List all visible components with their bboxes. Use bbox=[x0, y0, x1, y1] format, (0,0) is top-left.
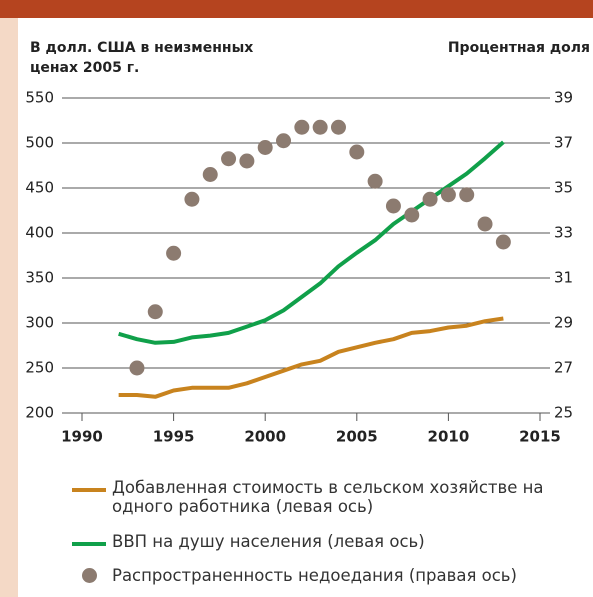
data-point bbox=[349, 144, 365, 160]
data-point bbox=[312, 119, 328, 135]
legend-label: ВВП на душу населения (левая ось) bbox=[112, 532, 425, 551]
x-tick-label: 2010 bbox=[428, 428, 470, 446]
legend-item: Добавленная стоимость в сельском хозяйст… bbox=[72, 478, 572, 516]
y2-tick-label: 27 bbox=[554, 359, 573, 377]
data-point bbox=[477, 216, 493, 232]
x-tick-label: 2005 bbox=[336, 428, 378, 446]
data-point bbox=[385, 198, 401, 214]
y-tick-label: 500 bbox=[25, 134, 54, 152]
y2-axis-title: Процентная доля bbox=[448, 40, 590, 56]
data-point bbox=[294, 119, 310, 135]
data-point bbox=[129, 360, 145, 376]
data-point bbox=[459, 187, 475, 203]
data-line bbox=[118, 140, 505, 345]
legend-label: Распространенность недоедания (правая ос… bbox=[112, 566, 517, 585]
y2-tick-label: 25 bbox=[554, 404, 573, 422]
data-point bbox=[147, 304, 163, 320]
legend-swatch bbox=[72, 542, 106, 546]
data-point bbox=[495, 234, 511, 250]
y-tick-label: 450 bbox=[25, 179, 54, 197]
y2-tick-label: 29 bbox=[554, 314, 573, 332]
y2-tick-label: 39 bbox=[554, 89, 573, 107]
data-point bbox=[221, 151, 237, 167]
legend-label: Добавленная стоимость в сельском хозяйст… bbox=[112, 478, 544, 516]
y-tick-label: 400 bbox=[25, 224, 54, 242]
data-point bbox=[239, 153, 255, 169]
y-axis-title: В долл. США в неизменных bbox=[30, 40, 253, 56]
y2-tick-label: 33 bbox=[554, 224, 573, 242]
y2-tick-label: 35 bbox=[554, 179, 573, 197]
legend-item: Распространенность недоедания (правая ос… bbox=[72, 566, 572, 585]
data-point bbox=[440, 187, 456, 203]
x-tick-label: 1990 bbox=[61, 428, 103, 446]
data-point bbox=[330, 119, 346, 135]
data-line bbox=[118, 316, 504, 399]
y-tick-label: 250 bbox=[25, 359, 54, 377]
y2-tick-label: 37 bbox=[554, 134, 573, 152]
data-point bbox=[422, 191, 438, 207]
y-tick-label: 200 bbox=[25, 404, 54, 422]
side-strip bbox=[0, 18, 18, 597]
x-tick-label: 2015 bbox=[519, 428, 561, 446]
data-point bbox=[166, 245, 182, 261]
top-bar bbox=[0, 0, 593, 18]
y-axis-title: ценах 2005 г. bbox=[30, 60, 139, 76]
legend-dot bbox=[81, 568, 97, 583]
data-point bbox=[367, 173, 383, 189]
data-point bbox=[276, 133, 292, 149]
legend-swatch bbox=[72, 568, 106, 583]
data-point bbox=[184, 191, 200, 207]
data-point bbox=[202, 167, 218, 182]
y-tick-label: 550 bbox=[25, 89, 54, 107]
data-point bbox=[404, 207, 420, 223]
y-tick-label: 350 bbox=[25, 269, 54, 287]
x-tick-label: 1995 bbox=[153, 428, 195, 446]
y-tick-label: 300 bbox=[25, 314, 54, 332]
legend-swatch bbox=[72, 488, 106, 492]
y2-tick-label: 31 bbox=[554, 269, 573, 287]
legend-item: ВВП на душу населения (левая ось) bbox=[72, 532, 572, 551]
x-tick-label: 2000 bbox=[244, 428, 286, 446]
data-point bbox=[257, 140, 273, 155]
